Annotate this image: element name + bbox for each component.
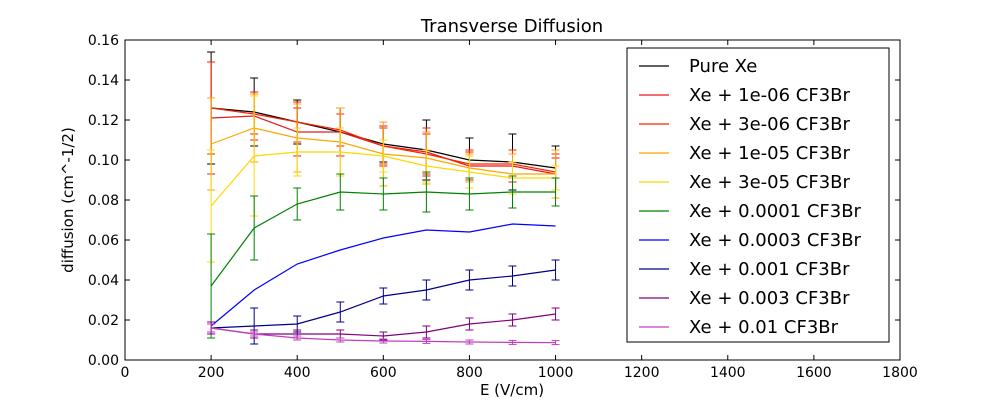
legend-label: Xe + 3e-05 CF3Br <box>689 172 850 193</box>
legend-item: Xe + 1e-06 CF3Br <box>639 85 850 106</box>
series-group <box>210 223 556 327</box>
legend-label: Xe + 1e-06 CF3Br <box>689 85 850 106</box>
y-tick-label: 0.10 <box>88 153 119 169</box>
legend-item: Xe + 3e-05 CF3Br <box>639 172 850 193</box>
x-tick-label: 1800 <box>882 365 918 381</box>
legend-label: Xe + 0.001 CF3Br <box>689 259 850 280</box>
legend-label: Xe + 3e-06 CF3Br <box>689 114 850 135</box>
x-tick-label: 1000 <box>538 365 574 381</box>
x-tick-label: 800 <box>456 365 483 381</box>
series-group <box>207 259 560 345</box>
series-line <box>210 191 556 287</box>
series-line <box>210 151 556 207</box>
legend-label: Pure Xe <box>689 56 757 77</box>
y-tick-label: 0.02 <box>88 313 119 329</box>
legend: Pure Xe Xe + 1e-06 CF3Br Xe + 3e-06 CF3Br X… <box>626 47 890 343</box>
y-tick-label: 0.04 <box>88 273 119 289</box>
series-line <box>211 327 556 344</box>
legend-label: Xe + 0.0003 CF3Br <box>689 230 862 251</box>
x-tick-label: 1600 <box>796 365 832 381</box>
series-line <box>211 269 556 329</box>
y-tick-label: 0.06 <box>88 233 119 249</box>
y-tick-label: 0.16 <box>88 33 119 49</box>
x-tick-label: 600 <box>370 365 397 381</box>
y-axis-label: diffusion (cm^-1/2) <box>59 127 77 273</box>
legend-label: Xe + 0.003 CF3Br <box>689 288 850 309</box>
y-tick-label: 0.00 <box>88 353 119 369</box>
legend-box <box>626 47 890 343</box>
series-group <box>207 323 560 346</box>
x-axis-label: E (V/cm) <box>480 381 544 399</box>
legend-item: Xe + 0.001 CF3Br <box>639 259 850 280</box>
legend-item: Xe + 0.01 CF3Br <box>639 317 839 338</box>
y-tick-label: 0.08 <box>88 193 119 209</box>
x-tick-label: 400 <box>284 365 311 381</box>
legend-label: Xe + 1e-05 CF3Br <box>689 143 850 164</box>
y-tick-label: 0.12 <box>88 113 119 129</box>
legend-item: Pure Xe <box>639 56 757 77</box>
legend-item: Xe + 0.003 CF3Br <box>639 288 850 309</box>
y-tick-label: 0.14 <box>88 73 119 89</box>
legend-label: Xe + 0.01 CF3Br <box>689 317 839 338</box>
series-line <box>211 313 556 337</box>
legend-label: Xe + 0.0001 CF3Br <box>689 201 862 222</box>
legend-item: Xe + 1e-05 CF3Br <box>639 143 850 164</box>
series-group <box>207 307 560 341</box>
legend-item: Xe + 0.0001 CF3Br <box>639 201 862 222</box>
x-tick-label: 200 <box>198 365 225 381</box>
series-line <box>210 223 556 327</box>
series-group <box>207 171 560 339</box>
x-tick-label: 1200 <box>624 365 660 381</box>
legend-item: Xe + 0.0003 CF3Br <box>639 230 862 251</box>
x-tick-label: 1400 <box>710 365 746 381</box>
chart-title: Transverse Diffusion <box>420 16 603 37</box>
x-tick-label: 0 <box>121 365 130 381</box>
plot-frame <box>124 39 901 361</box>
legend-item: Xe + 3e-06 CF3Br <box>639 114 850 135</box>
plot-marks <box>207 51 560 346</box>
